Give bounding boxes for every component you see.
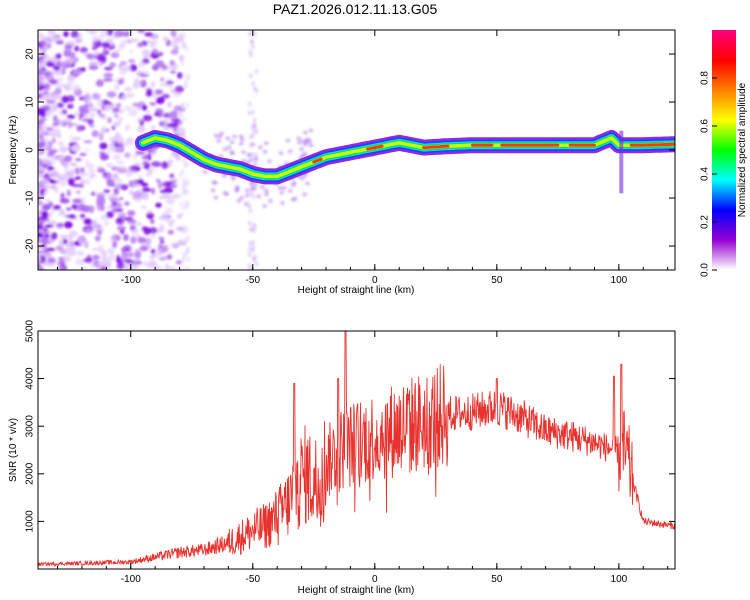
colorbar: 0.0 0.2 0.4 0.6 0.8 Normalized spectral ampl… [700,30,748,277]
snr-axes: -100 -50 0 50 100 1000 2000 3000 4000 5000 [25,319,675,585]
snr-ytick-label: 5000 [25,319,36,342]
colorbar-tick-label: 0.0 [700,263,711,277]
snr-xlabel: Height of straight line (km) [298,585,415,596]
colorbar-gradient [712,30,736,270]
snr-xtick-label: 50 [491,574,503,585]
spectrogram-xtick-label: 0 [372,275,378,286]
colorbar-tick-label: 0.2 [700,215,711,229]
snr-xtick-label: -50 [246,574,261,585]
snr-series-line [38,331,675,568]
spectrogram-ytick-label: 20 [25,48,36,60]
chart-title: PAZ1.2026.012.11.13.G05 [273,1,438,17]
snr-plot-area [38,331,675,568]
colorbar-tick-label: 0.8 [700,71,711,85]
spectrogram-xtick-label: 100 [611,275,628,286]
colorbar-ticks: 0.0 0.2 0.4 0.6 0.8 [700,71,717,277]
spectrogram-ridge [134,130,675,194]
snr-xtick-label: 100 [611,574,628,585]
spectrogram-ytick-label: -20 [25,238,36,253]
spectrogram-noise [38,30,314,270]
snr-frame [37,330,676,570]
spectrogram-xtick-label: -100 [121,275,141,286]
colorbar-tick-label: 0.4 [700,167,711,181]
spectrogram-xlabel: Height of straight line (km) [298,285,415,296]
spectrogram-ytick-label: 0 [25,147,36,153]
snr-ytick-label: 4000 [25,367,36,390]
spectrogram-ylabel: Frequency (Hz) [8,116,19,185]
spectrogram-ytick-label: -10 [25,190,36,205]
spectrogram-ytick-label: 10 [25,96,36,108]
snr-ylabel: SNR (10 * v/v) [8,418,19,482]
spectrogram-plot-area [38,30,675,270]
spectrogram-xtick-label: 50 [491,275,503,286]
colorbar-tick-label: 0.6 [700,119,711,133]
snr-ytick-label: 1000 [25,510,36,533]
spectrogram-xtick-label: -50 [246,275,261,286]
snr-xtick-label: 0 [372,574,378,585]
colorbar-label: Normalized spectral amplitude [737,82,748,217]
snr-ytick-label: 2000 [25,462,36,485]
snr-ytick-label: 3000 [25,415,36,438]
snr-xtick-label: -100 [121,574,141,585]
snr-panel: -100 -50 0 50 100 1000 2000 3000 4000 5000 Height… [8,319,676,596]
